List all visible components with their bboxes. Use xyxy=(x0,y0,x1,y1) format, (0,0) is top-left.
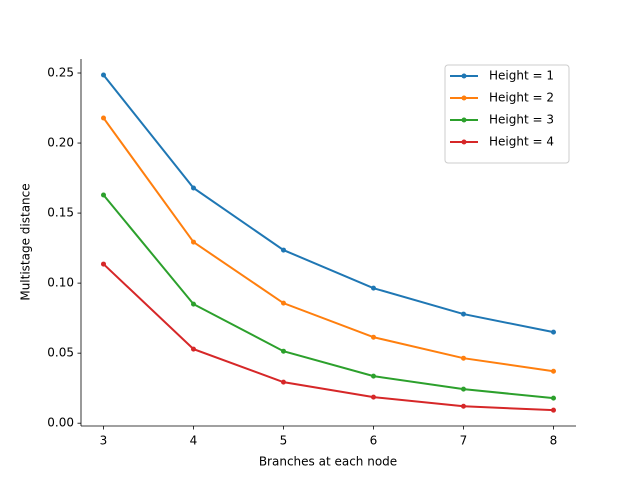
y-axis-label: Multistage distance xyxy=(19,183,33,300)
point xyxy=(461,403,466,409)
point xyxy=(281,348,286,354)
point xyxy=(191,346,196,352)
point xyxy=(101,261,106,267)
point xyxy=(551,329,556,335)
x-tick-label: 7 xyxy=(460,434,468,448)
legend-box xyxy=(444,64,570,164)
y-tick-label: 0.05 xyxy=(47,346,74,360)
legend-marker xyxy=(461,139,467,145)
point xyxy=(281,247,286,253)
legend-label: Height = 2 xyxy=(489,91,554,105)
point xyxy=(281,300,286,306)
point xyxy=(371,394,376,400)
x-tick-label: 8 xyxy=(550,434,558,448)
legend-label: Height = 4 xyxy=(489,135,554,149)
point xyxy=(551,395,556,401)
y-tick-label: 0.20 xyxy=(47,136,74,150)
legend-label: Height = 1 xyxy=(489,69,554,83)
legend-marker xyxy=(461,73,467,79)
point xyxy=(101,72,106,78)
point xyxy=(371,285,376,291)
legend-label: Height = 3 xyxy=(489,113,554,127)
point xyxy=(101,115,106,121)
series-line xyxy=(102,117,554,373)
series-line xyxy=(102,194,554,400)
y-tick-label: 0.00 xyxy=(47,416,74,430)
legend-marker xyxy=(461,95,467,101)
point xyxy=(101,192,106,198)
legend: Height = 1 Height = 2 Height = 3 Height = 4 xyxy=(444,64,570,164)
point xyxy=(551,407,556,413)
series-line xyxy=(102,74,554,334)
point xyxy=(461,355,466,361)
point xyxy=(191,301,196,307)
point xyxy=(371,373,376,379)
series-line xyxy=(102,263,554,412)
y-tick-label: 0.15 xyxy=(47,206,74,220)
point xyxy=(281,379,286,385)
x-tick-label: 3 xyxy=(100,434,108,448)
x-tick-label: 5 xyxy=(280,434,288,448)
x-tick-label: 6 xyxy=(370,434,378,448)
point xyxy=(461,386,466,392)
x-axis-label: Branches at each node xyxy=(259,455,397,469)
point xyxy=(371,334,376,340)
point xyxy=(461,311,466,317)
x-tick-label: 4 xyxy=(190,434,198,448)
point xyxy=(551,368,556,374)
y-tick-label: 0.25 xyxy=(47,66,74,80)
point xyxy=(191,239,196,245)
y-tick-label: 0.10 xyxy=(47,276,74,290)
legend-marker xyxy=(461,117,467,123)
point xyxy=(191,185,196,191)
